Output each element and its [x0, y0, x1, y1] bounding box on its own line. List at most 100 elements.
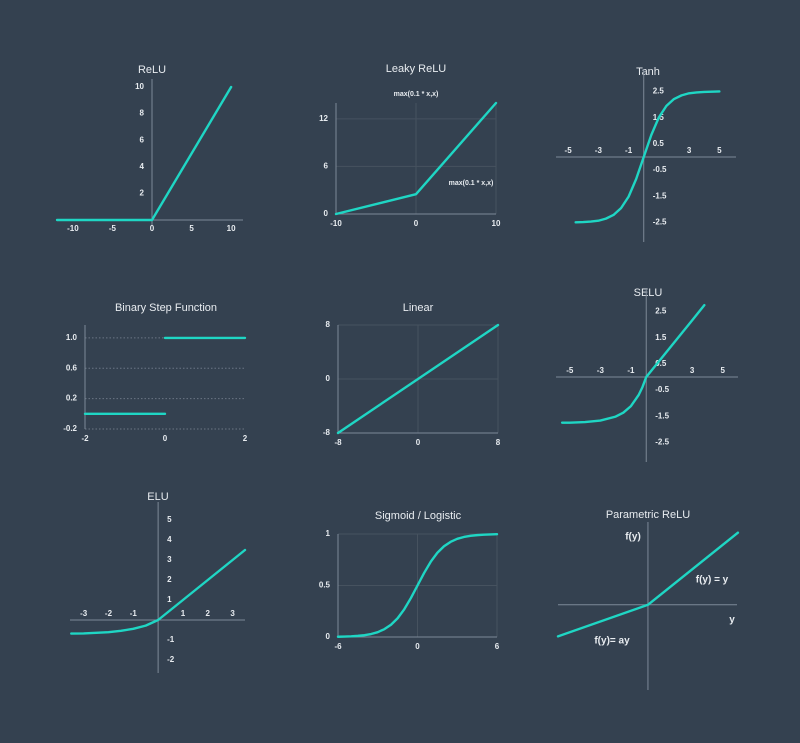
chart-panel: SELU -5 -3 -1 3 5 2.5 1.5 0.5 -0.5 -1.5 -2.5 [556, 287, 738, 462]
x-tick-label: -5 [566, 366, 574, 375]
curve [556, 531, 740, 638]
y-tick-label: -0.2 [63, 424, 77, 433]
x-tick-label: -10 [330, 219, 342, 228]
y-tick-label: -0.5 [655, 385, 669, 394]
x-tick-label: -6 [334, 642, 342, 651]
y-tick-label: 6 [324, 162, 329, 171]
curve [336, 533, 499, 638]
chart-panel: ReLU -10 -5 0 5 10 2 4 6 8 10 [55, 64, 243, 233]
y-tick-label: 1 [167, 595, 172, 604]
curve [336, 323, 500, 435]
curve [334, 101, 498, 216]
x-tick-label: 3 [690, 366, 695, 375]
y-tick-label: 5 [167, 515, 172, 524]
x-tick-label: -8 [334, 438, 342, 447]
x-tick-label: -10 [67, 224, 79, 233]
x-tick-label: 5 [189, 224, 194, 233]
y-tick-label: 0 [324, 209, 329, 218]
chart-title: ReLU [138, 64, 166, 76]
y-tick-label: 4 [167, 535, 172, 544]
y-tick-label: 1.0 [66, 333, 78, 342]
x-tick-label: 0 [150, 224, 155, 233]
chart-title: ELU [147, 491, 168, 503]
y-tick-label: -2 [167, 655, 175, 664]
y-tick-label: -1.5 [653, 191, 667, 200]
chart-title: Tanh [636, 66, 660, 78]
x-tick-label: -5 [109, 224, 117, 233]
y-tick-label: -2.5 [653, 218, 667, 227]
y-tick-label: 2.5 [655, 307, 667, 316]
y-tick-label: -1.5 [655, 411, 669, 420]
y-tick-label: 12 [319, 114, 328, 123]
curve [70, 548, 247, 635]
y-tick-label: 2.5 [653, 87, 665, 96]
annotation: f(y) = y [696, 575, 729, 586]
x-tick-label: 0 [415, 642, 420, 651]
chart-panel: Linear -8 0 8 -8 0 8 [323, 302, 501, 447]
chart-title: Leaky ReLU [386, 63, 447, 75]
chart-title: Linear [403, 302, 434, 314]
x-axis-label: y [729, 615, 735, 626]
x-tick-label: -2 [81, 434, 89, 443]
x-tick-label: 1 [181, 609, 186, 618]
y-tick-label: 3 [167, 555, 172, 564]
chart-title: Binary Step Function [115, 302, 217, 314]
x-tick-label: -1 [130, 609, 138, 618]
x-tick-label: 10 [492, 219, 501, 228]
x-tick-label: 2 [243, 434, 248, 443]
x-tick-label: 2 [206, 609, 211, 618]
chart-title: SELU [634, 287, 663, 299]
curve [574, 90, 721, 224]
y-tick-label: 8 [326, 320, 331, 329]
chart-panel: Binary Step Function -2 0 2 1.0 0.6 0.2 -0.2 [63, 302, 248, 443]
chart-panel: Parametric ReLU f(y) = y f(y)= ay y f(y) [556, 509, 740, 690]
x-tick-label: 6 [495, 642, 500, 651]
x-tick-label: -5 [565, 146, 573, 155]
y-tick-label: 1 [326, 529, 331, 538]
x-tick-label: -1 [627, 366, 635, 375]
y-tick-label: 0.6 [66, 363, 78, 372]
y-tick-label: 4 [140, 162, 145, 171]
y-tick-label: 0.5 [655, 359, 667, 368]
x-tick-label: 5 [717, 146, 722, 155]
annotation: f(y)= ay [594, 636, 630, 647]
y-tick-label: -8 [323, 428, 331, 437]
x-tick-label: -3 [597, 366, 605, 375]
x-tick-label: 0 [163, 434, 168, 443]
y-tick-label: -0.5 [653, 165, 667, 174]
y-tick-label: 0.5 [319, 581, 331, 590]
curve [55, 85, 233, 222]
annotation: max(0.1 * x,x) [394, 91, 439, 98]
x-tick-label: 3 [687, 146, 692, 155]
annotation: max(0.1 * x,x) [449, 180, 494, 187]
curve [560, 303, 706, 424]
y-tick-label: 1.5 [655, 333, 667, 342]
x-tick-label: -3 [595, 146, 603, 155]
chart-panel: Tanh-5 -3 -1 3 52.51.50.5-0.5-1.5-2.5 [556, 66, 736, 242]
x-tick-label: 0 [416, 438, 421, 447]
x-tick-label: -1 [625, 146, 633, 155]
x-tick-label: -3 [80, 609, 88, 618]
y-tick-label: 6 [140, 135, 145, 144]
y-tick-label: 8 [140, 109, 145, 118]
y-tick-label: -2.5 [655, 438, 669, 447]
x-tick-label: -2 [105, 609, 113, 618]
x-tick-label: 10 [227, 224, 236, 233]
x-tick-label: 8 [496, 438, 501, 447]
y-tick-label: 0 [326, 374, 331, 383]
x-tick-label: 3 [230, 609, 235, 618]
chart-title: Sigmoid / Logistic [375, 510, 462, 522]
chart-panel: Sigmoid / Logistic-6 0 600.51 [319, 510, 500, 651]
y-tick-label: 10 [135, 82, 144, 91]
chart-panel: ELU -3 -2 -1 1 2 3 5 4 3 2 1 -1 -2 [70, 491, 247, 673]
y-tick-label: 0.2 [66, 394, 78, 403]
x-tick-label: 0 [414, 219, 419, 228]
chart-title: Parametric ReLU [606, 509, 690, 521]
x-tick-label: 5 [720, 366, 725, 375]
y-tick-label: 2 [167, 575, 172, 584]
y-tick-label: 0.5 [653, 139, 665, 148]
